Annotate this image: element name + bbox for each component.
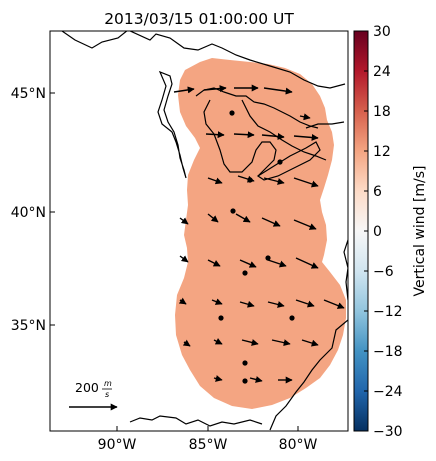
scale-key-unit-num: m	[104, 379, 112, 388]
station-dot	[247, 177, 253, 183]
lon-label-80w: 80°W	[279, 437, 318, 453]
wind-vector	[293, 177, 319, 188]
lon-label-90w: 90°W	[98, 437, 137, 453]
colorbar-tick-label: −6	[373, 264, 394, 280]
wind-vector	[267, 259, 287, 268]
colorbar-tick-label: 12	[373, 144, 391, 160]
wind-vector	[293, 133, 319, 141]
wind-vector	[241, 339, 259, 346]
coastlines	[61, 31, 348, 431]
lake-erie-outline	[256, 141, 321, 181]
station-dot	[277, 159, 283, 165]
colorbar-tick-label: −24	[373, 384, 403, 400]
lake-ontario-shore	[305, 121, 345, 129]
wind-vector	[239, 259, 257, 268]
wind-vector	[235, 213, 251, 223]
colorbar-tick-label: 30	[373, 24, 391, 40]
colorbar-tick-label: 0	[373, 224, 382, 240]
scale-key-value: 200	[75, 380, 99, 395]
wind-vector	[173, 86, 195, 94]
colorbar-tick-label: 24	[373, 64, 391, 80]
wind-vector	[207, 213, 219, 223]
station-markers	[218, 110, 295, 384]
wind-vector	[249, 376, 263, 383]
colorbar-label: Vertical wind [m/s]	[412, 166, 428, 297]
lake-huron-shore	[241, 99, 327, 161]
lake-superior-south-shore	[61, 31, 346, 89]
gulf-coast	[129, 415, 263, 427]
lat-label-35n: 35°N	[11, 318, 46, 334]
lat-label-45n: 45°N	[11, 86, 46, 102]
colorbar-ticks: 30 24 18 12 6 0 −6 −12 −18 −24 −30	[364, 24, 403, 440]
scale-key-unit-den: s	[105, 390, 109, 399]
wind-vector	[179, 217, 189, 225]
station-dot	[230, 208, 236, 214]
colorbar-tick-label: −12	[373, 304, 403, 320]
vertical-wind-field	[175, 58, 346, 409]
lat-label-40n: 40°N	[11, 205, 46, 221]
wind-vector	[213, 375, 223, 382]
wind-vector	[211, 298, 223, 305]
station-dot	[229, 110, 235, 116]
latitude-ticks: 45°N 40°N 35°N	[11, 86, 55, 334]
longitude-ticks: 90°W 85°W 80°W	[98, 426, 318, 453]
wind-vector	[261, 132, 285, 140]
colorbar-tick-label: −30	[373, 424, 403, 440]
wind-vector	[179, 255, 189, 263]
station-dot	[265, 255, 271, 261]
wind-vector	[205, 131, 225, 139]
colorbar-tick-label: −18	[373, 344, 403, 360]
colorbar: 30 24 18 12 6 0 −6 −12 −18 −24 −30 Vertical wind […	[353, 24, 428, 440]
wind-vector	[271, 339, 291, 347]
wind-vector	[267, 301, 285, 308]
station-dot	[289, 315, 295, 321]
lower-peninsula-shore	[203, 99, 277, 177]
wind-vector	[182, 339, 191, 347]
wind-vector	[301, 339, 319, 347]
wind-vector	[293, 219, 317, 230]
wind-vector	[207, 177, 223, 185]
lon-label-85w: 85°W	[189, 437, 228, 453]
colorbar-tick-label: 18	[373, 104, 391, 120]
wind-vector	[295, 257, 319, 269]
wind-vector	[239, 300, 255, 308]
scale-key: 200 m s	[69, 379, 118, 411]
wind-vector	[261, 217, 281, 227]
wind-vector	[207, 259, 221, 267]
wind-vector	[233, 131, 255, 139]
wind-vectors	[173, 84, 345, 384]
map-frame	[49, 30, 349, 432]
atlantic-coast-lower	[269, 319, 348, 431]
wind-vector	[323, 299, 345, 309]
lake-michigan-west-shore	[157, 70, 187, 179]
wind-vector	[213, 338, 223, 345]
wind-vector	[263, 87, 293, 95]
atlantic-coast-upper	[343, 239, 348, 301]
wind-vector	[263, 177, 285, 185]
figure-title: 2013/03/15 01:00:00 UT	[104, 10, 294, 28]
straits-shoreline	[195, 87, 319, 129]
station-dot	[242, 270, 248, 276]
map-area	[61, 31, 348, 431]
wind-vector	[203, 85, 227, 93]
colorbar-tick-label: 6	[373, 184, 382, 200]
wind-vector	[299, 113, 311, 121]
station-dot	[242, 378, 248, 384]
wind-vector	[295, 299, 315, 308]
station-dot	[218, 315, 224, 321]
wind-vector	[178, 297, 187, 305]
station-dot	[242, 360, 248, 366]
